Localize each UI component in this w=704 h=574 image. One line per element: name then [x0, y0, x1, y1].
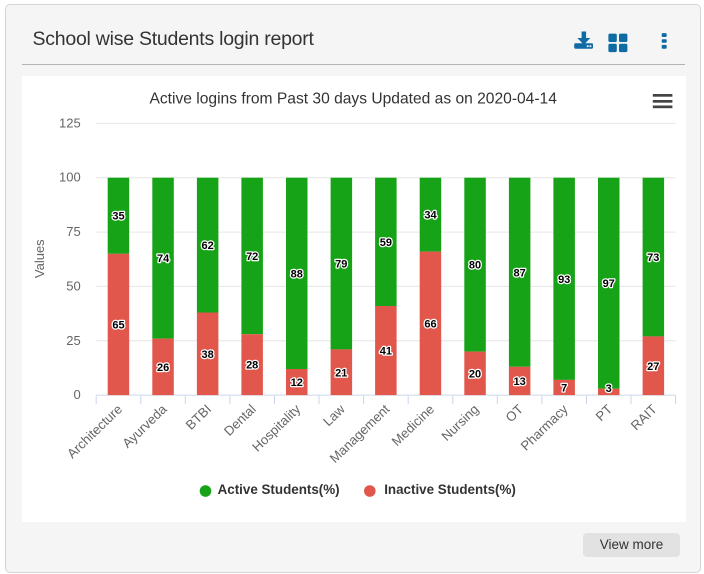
svg-text:73: 73	[647, 252, 659, 264]
svg-text:27: 27	[647, 361, 659, 373]
svg-text:66: 66	[424, 318, 436, 330]
svg-text:25: 25	[66, 333, 80, 348]
svg-text:Architecture: Architecture	[64, 401, 125, 461]
svg-text:Pharmacy: Pharmacy	[518, 401, 571, 453]
svg-text:125: 125	[59, 115, 81, 130]
svg-text:65: 65	[112, 319, 124, 331]
svg-text:PT: PT	[593, 401, 616, 424]
svg-text:13: 13	[513, 376, 525, 388]
svg-text:Law: Law	[320, 401, 348, 429]
svg-text:Ayurveda: Ayurveda	[119, 401, 170, 451]
svg-text:Values: Values	[32, 239, 47, 278]
svg-text:Active logins from Past 30 day: Active logins from Past 30 days Updated …	[149, 91, 557, 108]
svg-text:79: 79	[335, 259, 347, 271]
svg-text:38: 38	[201, 349, 213, 361]
svg-text:Hospitality: Hospitality	[249, 401, 303, 454]
svg-text:Medicine: Medicine	[389, 401, 437, 448]
svg-text:BTBI: BTBI	[183, 401, 215, 432]
svg-text:59: 59	[380, 237, 392, 249]
svg-text:74: 74	[157, 253, 170, 265]
svg-text:80: 80	[469, 260, 481, 272]
svg-text:34: 34	[424, 210, 437, 222]
svg-text:Nursing: Nursing	[438, 401, 481, 443]
svg-text:97: 97	[603, 278, 615, 290]
svg-text:26: 26	[157, 362, 169, 374]
svg-text:62: 62	[201, 240, 213, 252]
svg-text:OT: OT	[503, 401, 527, 425]
svg-text:12: 12	[291, 377, 303, 389]
svg-text:0: 0	[73, 387, 80, 402]
svg-text:Active Students(%): Active Students(%)	[218, 482, 340, 497]
svg-text:75: 75	[66, 224, 80, 239]
svg-text:Inactive Students(%): Inactive Students(%)	[384, 482, 516, 497]
svg-text:87: 87	[513, 267, 525, 279]
svg-text:Dental: Dental	[221, 401, 259, 438]
svg-text:RAIT: RAIT	[628, 401, 660, 433]
svg-text:28: 28	[246, 360, 258, 372]
svg-text:41: 41	[380, 346, 392, 358]
svg-text:7: 7	[561, 383, 567, 395]
svg-text:21: 21	[335, 367, 347, 379]
svg-text:50: 50	[66, 278, 80, 293]
svg-text:72: 72	[246, 251, 258, 263]
svg-text:88: 88	[291, 268, 303, 280]
svg-text:20: 20	[469, 368, 481, 380]
svg-text:3: 3	[606, 383, 612, 395]
svg-text:35: 35	[112, 211, 124, 223]
svg-text:93: 93	[558, 274, 570, 286]
svg-text:100: 100	[59, 170, 81, 185]
